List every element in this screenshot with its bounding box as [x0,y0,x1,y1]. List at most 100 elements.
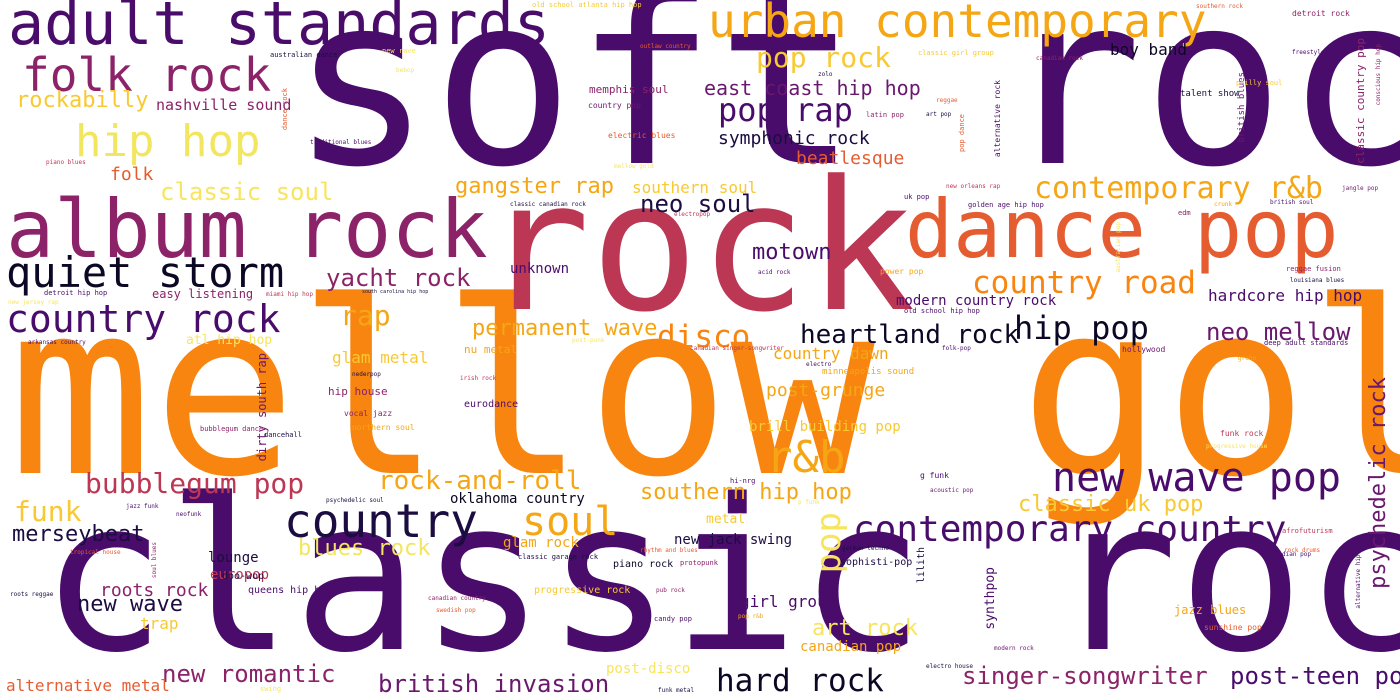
word: german techno [842,545,889,552]
word: east coast hip hop [704,76,921,100]
word: southern soul [632,178,758,197]
word: gangster rap [455,174,614,199]
word: philly soul [1236,79,1283,87]
word: dancehall [264,431,302,439]
word: classic rock [40,454,1400,699]
word: adult standards [8,0,550,59]
word: easy listening [152,287,254,301]
word: neofunk [176,511,202,518]
word: jangle pop [1342,185,1379,192]
word: conscious hip hop [1375,44,1382,106]
word: pop rap [718,91,853,129]
word: country [284,494,478,548]
word: progressive rock [534,585,631,596]
word: canadian pop [800,639,902,655]
word: old school hip hop [904,307,980,315]
word: contemporary r&b [1034,171,1323,206]
word: zolo [818,71,833,78]
word: classic girl group [918,49,994,57]
word: grebo [1238,355,1257,362]
word: soft rock [290,0,1400,219]
word: neo mellow [1206,318,1351,346]
word: country road [972,265,1196,301]
word: vocal jazz [344,409,393,418]
word: post-teen pop [1230,662,1400,690]
word: canadian country [428,595,486,602]
word: rap [340,299,391,332]
word: pop dance [958,114,966,152]
word: atl hip hop [186,333,273,348]
word: power pop [880,267,924,276]
word: irish rock [460,375,497,382]
word: girl group [740,592,837,611]
word: detroit hip hop [44,289,108,297]
word: motown [752,240,832,265]
word: quiet storm [6,248,285,297]
word: reggae fusion [1286,265,1341,273]
word: edm [1178,209,1191,217]
word: pop rock [756,41,891,74]
word: freestyle [1292,49,1325,56]
word: old school atlanta hip hop [532,1,642,9]
word: southern rock [1196,3,1243,10]
word: folk [110,164,154,185]
word: british soul [1270,199,1314,206]
word: modern rock [994,645,1034,652]
word: reggae [936,97,958,104]
word: post-punk [572,337,605,344]
word: heartland rock [800,320,1020,350]
word: bubblegum dance [200,425,264,433]
word: funk metal [658,687,695,694]
word: funk rock [1220,429,1264,438]
word: afrofuturism [1282,527,1333,535]
word: permanent wave [472,316,658,341]
word: hip hop [75,116,261,167]
word: brill building pop [749,419,901,435]
word: hollywood [1122,345,1166,354]
word: hardcore hip hop [1208,286,1363,305]
word: alternative hip hop [1355,540,1362,609]
word: southern hip hop [640,480,852,505]
word: pub rock [656,587,685,594]
word: minneapolis sound [822,367,915,377]
word: latin pop [866,111,904,119]
word: oklahoma country [450,491,585,507]
word: g funk [920,471,949,480]
word: piano blues [46,159,86,166]
word: queens hip hop [248,585,333,596]
word: unknown [510,261,570,277]
word: australian pop [1115,222,1122,273]
word: psychedelic rock [1366,377,1391,589]
word: outlaw country [640,43,691,50]
word: beatlesque [796,148,905,169]
word: funk [14,495,82,528]
word: bubblegum pop [85,467,305,500]
word: singer-songwriter [962,662,1208,690]
word: disco [657,319,751,355]
word: boy band [1110,40,1188,59]
word: british invasion [378,670,610,698]
word: arkansas country [28,339,86,346]
word: r&b [766,432,846,483]
word: post-disco [606,661,691,677]
word: nederpop [352,371,381,378]
word: roots reggae [10,591,54,598]
word: nashville sound [156,96,292,114]
word: hip house [328,385,388,398]
word: sunshine pop [1204,623,1262,632]
word: metal [706,512,746,527]
word: new romantic [162,660,336,688]
word: rhythm and blues [640,547,698,554]
word: progressive house [1206,443,1268,450]
word: australian dance [270,51,338,59]
word: hi-nrg [730,477,756,485]
word: mellow gold [8,250,1400,530]
word: new wave [77,592,183,617]
word: nu metal [464,343,517,356]
word: alternative rock [993,80,1002,158]
word: glam metal [332,348,429,367]
word: uk pop [904,193,930,201]
word: traditional blues [310,139,372,146]
word: blues rock [298,536,431,561]
